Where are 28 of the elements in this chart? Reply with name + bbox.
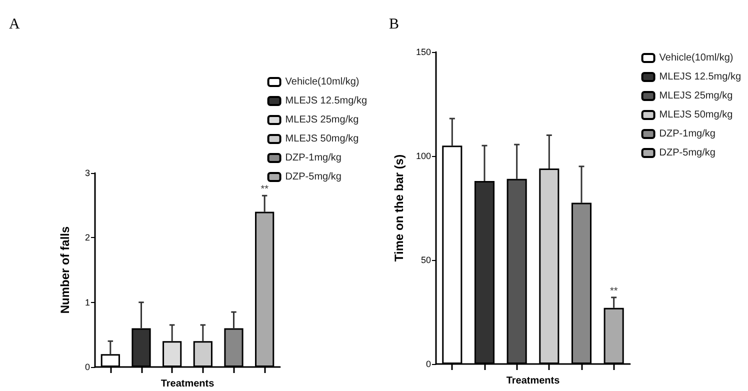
legend-label: MLEJS 12.5mg/kg	[285, 96, 368, 106]
y-tick-label: 100	[416, 151, 431, 161]
y-tick-label: 0	[426, 359, 431, 369]
data-label: **	[610, 286, 618, 297]
y-axis-title: Number of falls	[58, 226, 72, 314]
y-tick-label: 1	[84, 297, 90, 308]
legend-label: MLEJS 25mg/kg	[285, 114, 359, 126]
legend-label: MLEJS 12.5mg/kg	[659, 72, 742, 82]
legend-label: Vehicle(10ml/kg)	[659, 52, 734, 64]
y-tick-label: 150	[416, 47, 431, 57]
chart-title: B	[389, 16, 400, 32]
legend-label: DZP-5mg/kg	[285, 172, 342, 182]
x-axis-title: Treatments	[160, 378, 215, 390]
legend-label: MLEJS 50mg/kg	[659, 110, 733, 120]
legend-label: MLEJS 50mg/kg	[285, 134, 359, 144]
y-tick-label: 3	[84, 168, 90, 178]
x-axis-title: Treatments	[506, 376, 560, 386]
legend-label: MLEJS 25mg/kg	[659, 90, 733, 102]
y-tick-label: 0	[84, 362, 90, 372]
legend-label: DZP-5mg/kg	[659, 148, 716, 158]
data-label: **	[260, 184, 269, 196]
legend-label: DZP-1mg/kg	[285, 152, 342, 164]
chart-title: A	[9, 16, 20, 32]
y-tick-label: 2	[84, 232, 90, 243]
y-tick-label: 50	[420, 255, 431, 265]
legend-label: Vehicle(10ml/kg)	[285, 76, 360, 88]
y-axis-title: Time on the bar (s)	[392, 154, 406, 262]
legend-label: DZP-1mg/kg	[659, 128, 716, 140]
